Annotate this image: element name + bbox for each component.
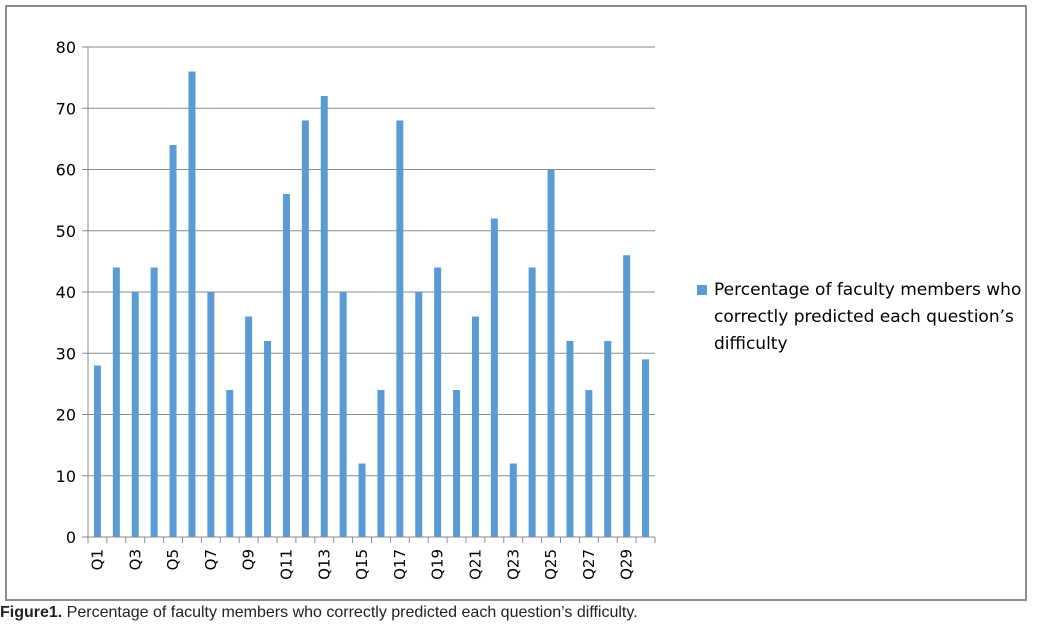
x-tick-label: Q3 — [126, 549, 144, 570]
x-tick-label: Q5 — [164, 549, 182, 570]
bar — [547, 169, 555, 537]
bar — [453, 390, 461, 537]
bar — [415, 292, 423, 537]
y-tick-label: 0 — [66, 528, 76, 547]
chart-frame: 0 10 20 30 40 50 60 70 80 Q1 Q3 Q5 Q7 Q9 Q11 Q13 Q15 Q17 Q… — [5, 5, 1027, 601]
bar — [642, 359, 650, 537]
x-tick-label: Q1 — [88, 549, 106, 570]
bar — [320, 96, 328, 537]
bar — [112, 267, 120, 537]
legend-label: Percentage of faculty members who correc… — [714, 280, 1022, 354]
legend-swatch — [697, 285, 707, 295]
x-tick-label: Q29 — [618, 549, 636, 580]
bar — [301, 120, 309, 537]
bar — [358, 463, 366, 537]
x-tick-label: Q13 — [315, 549, 333, 580]
y-tick-label: 30 — [56, 344, 76, 363]
bar — [396, 120, 404, 537]
bar — [490, 218, 498, 537]
bar — [93, 365, 101, 537]
figure-caption: Figure1. Percentage of faculty members w… — [0, 604, 638, 622]
bar — [566, 341, 574, 537]
x-tick-label: Q15 — [353, 549, 371, 580]
bar — [150, 267, 158, 537]
x-tick-label: Q9 — [240, 549, 258, 570]
x-tick-label: Q27 — [580, 549, 598, 580]
bar — [528, 267, 536, 537]
bar — [131, 292, 139, 537]
x-tick-label: Q23 — [504, 549, 522, 580]
y-tick-label: 50 — [56, 222, 76, 241]
bar — [471, 316, 479, 537]
x-tick-label: Q19 — [429, 549, 447, 580]
caption-text: Percentage of faculty members who correc… — [62, 604, 638, 621]
y-tick-label: 10 — [56, 467, 76, 486]
bar — [169, 145, 177, 537]
bar — [245, 316, 253, 537]
bar — [207, 292, 215, 537]
y-tick-label: 60 — [56, 161, 76, 180]
x-tick-label: Q17 — [391, 549, 409, 580]
bar — [509, 463, 517, 537]
bar — [623, 255, 631, 537]
bar — [226, 390, 234, 537]
bar — [339, 292, 347, 537]
x-tick-label: Q11 — [277, 549, 295, 580]
y-tick-label: 80 — [56, 38, 76, 57]
bar — [188, 71, 196, 537]
bar — [264, 341, 272, 537]
bar — [434, 267, 442, 537]
x-tick-label: Q7 — [202, 549, 220, 570]
y-tick-label: 70 — [56, 99, 76, 118]
bar — [377, 390, 385, 537]
caption-label: Figure1. — [0, 604, 63, 621]
x-tick-label: Q25 — [542, 549, 560, 580]
y-tick-label: 40 — [56, 283, 76, 302]
legend: Percentage of faculty members who correc… — [697, 277, 1027, 358]
bar-chart: 0 10 20 30 40 50 60 70 80 Q1 Q3 Q5 Q7 Q9 Q11 Q13 Q15 Q17 Q… — [56, 38, 656, 580]
bar — [585, 390, 593, 537]
y-tick-label: 20 — [56, 406, 76, 425]
bar — [604, 341, 612, 537]
x-tick-label: Q21 — [466, 549, 484, 580]
bar — [282, 194, 290, 537]
